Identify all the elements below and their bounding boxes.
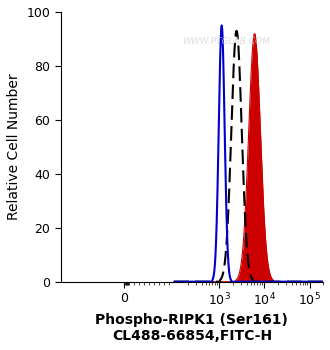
Y-axis label: Relative Cell Number: Relative Cell Number	[7, 74, 21, 220]
X-axis label: Phospho-RIPK1 (Ser161)
CL488-66854,FITC-H: Phospho-RIPK1 (Ser161) CL488-66854,FITC-…	[95, 313, 288, 343]
Text: WWW.PTGLAB.COM: WWW.PTGLAB.COM	[182, 37, 270, 46]
